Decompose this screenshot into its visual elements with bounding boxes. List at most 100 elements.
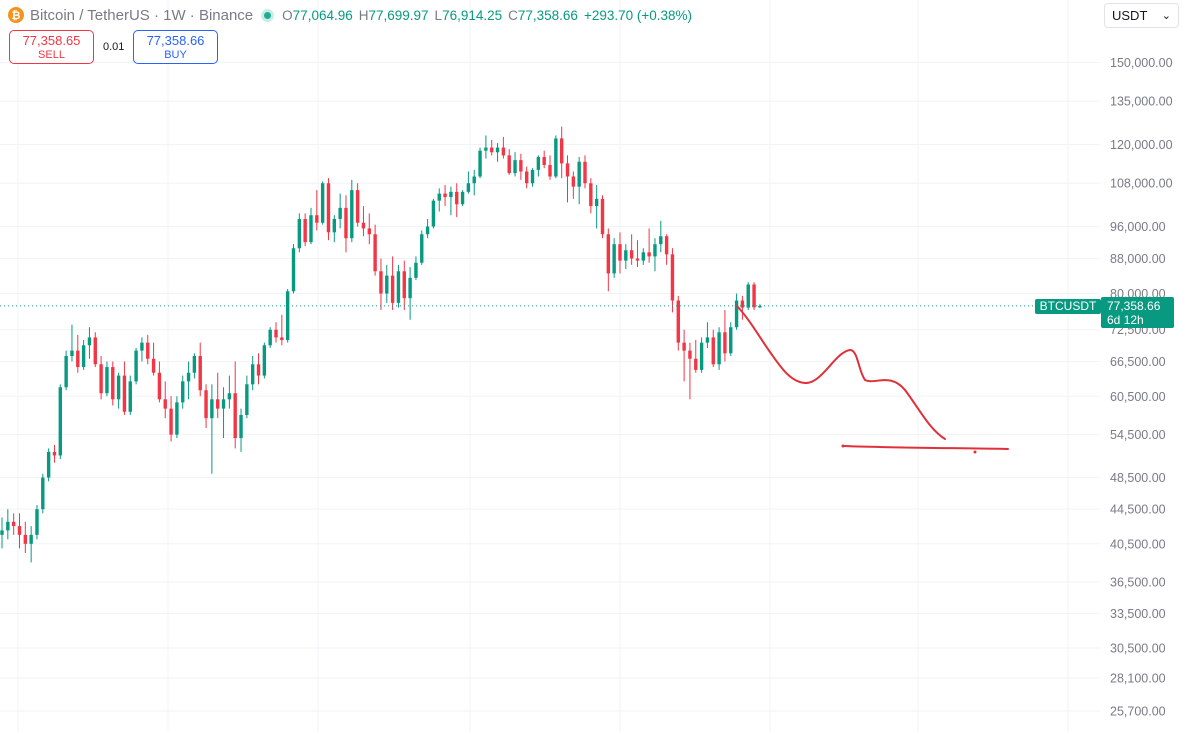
- candle-body[interactable]: [688, 350, 692, 359]
- candle-body[interactable]: [431, 200, 436, 227]
- candle-body[interactable]: [635, 258, 640, 261]
- candle-body[interactable]: [659, 236, 663, 245]
- candle-body[interactable]: [175, 402, 179, 435]
- candle-body[interactable]: [6, 521, 10, 531]
- candle-body[interactable]: [256, 364, 261, 376]
- candle-body[interactable]: [653, 244, 657, 257]
- candle-body[interactable]: [250, 364, 255, 385]
- candle-body[interactable]: [35, 509, 39, 535]
- candle-body[interactable]: [460, 191, 465, 205]
- candle-series[interactable]: [0, 126, 762, 563]
- candle-body[interactable]: [309, 215, 313, 243]
- candle-body[interactable]: [390, 275, 395, 303]
- candle-body[interactable]: [17, 526, 22, 535]
- candle-body[interactable]: [676, 300, 680, 343]
- candle-body[interactable]: [583, 161, 587, 184]
- candle-body[interactable]: [694, 358, 698, 370]
- candle-body[interactable]: [758, 305, 762, 308]
- candle-body[interactable]: [449, 191, 453, 198]
- candle-body[interactable]: [752, 284, 756, 308]
- candle-body[interactable]: [513, 160, 517, 174]
- candle-body[interactable]: [443, 193, 447, 198]
- candle-body[interactable]: [361, 222, 366, 229]
- candle-body[interactable]: [274, 329, 278, 338]
- price-axis[interactable]: 150,000.00 135,000.00 120,000.00 108,000.00…: [1110, 56, 1173, 719]
- support-line-anchor[interactable]: [841, 444, 845, 448]
- candle-body[interactable]: [367, 228, 371, 235]
- candle-body[interactable]: [76, 350, 80, 368]
- candle-body[interactable]: [472, 176, 476, 184]
- candle-body[interactable]: [122, 375, 127, 412]
- candle-body[interactable]: [181, 381, 185, 403]
- candle-body[interactable]: [618, 244, 622, 261]
- candle-body[interactable]: [210, 399, 214, 419]
- candle-body[interactable]: [87, 337, 92, 346]
- candle-body[interactable]: [717, 332, 721, 365]
- symbol-title[interactable]: Bitcoin / TetherUS · 1W · Binance: [30, 6, 254, 24]
- candle-body[interactable]: [29, 534, 33, 544]
- candle-body[interactable]: [612, 244, 616, 274]
- candle-body[interactable]: [507, 155, 511, 174]
- candle-body[interactable]: [565, 163, 570, 177]
- candle-body[interactable]: [204, 390, 208, 419]
- candle-body[interactable]: [455, 191, 459, 205]
- candle-body[interactable]: [23, 534, 28, 544]
- candle-body[interactable]: [589, 183, 593, 207]
- candle-body[interactable]: [46, 451, 51, 478]
- candle-body[interactable]: [519, 160, 523, 172]
- candle-body[interactable]: [146, 342, 150, 359]
- currency-select[interactable]: USDT ⌄: [1104, 3, 1179, 28]
- candle-body[interactable]: [437, 193, 441, 201]
- candle-body[interactable]: [559, 138, 564, 164]
- candle-body[interactable]: [629, 250, 634, 259]
- candle-body[interactable]: [128, 381, 132, 412]
- candle-body[interactable]: [350, 190, 354, 239]
- candle-body[interactable]: [396, 271, 401, 303]
- candle-body[interactable]: [647, 252, 651, 257]
- candle-body[interactable]: [542, 156, 546, 165]
- candle-body[interactable]: [606, 234, 611, 274]
- candle-body[interactable]: [408, 277, 412, 299]
- candle-body[interactable]: [746, 284, 750, 308]
- candle-body[interactable]: [705, 337, 710, 343]
- candle-body[interactable]: [11, 521, 16, 527]
- candle-body[interactable]: [414, 262, 418, 278]
- candle-body[interactable]: [699, 342, 704, 370]
- candle-body[interactable]: [81, 345, 86, 368]
- candle-body[interactable]: [355, 190, 360, 223]
- candle-body[interactable]: [711, 337, 715, 365]
- candle-body[interactable]: [525, 171, 529, 184]
- candle-body[interactable]: [723, 332, 727, 354]
- candle-body[interactable]: [64, 356, 68, 388]
- candle-body[interactable]: [93, 337, 97, 365]
- candle-body[interactable]: [466, 183, 471, 192]
- candle-body[interactable]: [198, 356, 202, 391]
- candle-body[interactable]: [729, 327, 733, 354]
- candle-body[interactable]: [332, 218, 337, 233]
- candle-body[interactable]: [105, 367, 109, 394]
- candle-body[interactable]: [338, 207, 342, 219]
- candle-body[interactable]: [315, 215, 319, 223]
- candle-body[interactable]: [600, 198, 605, 235]
- candle-body[interactable]: [297, 218, 302, 249]
- candle-body[interactable]: [291, 248, 296, 292]
- candle-body[interactable]: [52, 451, 57, 456]
- candle-body[interactable]: [268, 329, 272, 346]
- candle-body[interactable]: [554, 138, 558, 177]
- candle-body[interactable]: [326, 183, 331, 233]
- candle-body[interactable]: [594, 198, 599, 207]
- buy-button[interactable]: 77,358.66 BUY: [133, 30, 218, 64]
- candle-body[interactable]: [151, 358, 156, 373]
- candle-body[interactable]: [303, 218, 307, 243]
- candle-body[interactable]: [111, 367, 115, 400]
- candle-body[interactable]: [495, 147, 500, 153]
- sell-button[interactable]: 77,358.65 SELL: [9, 30, 94, 64]
- candle-body[interactable]: [140, 342, 144, 351]
- candle-body[interactable]: [402, 271, 406, 299]
- support-line-drawing[interactable]: [842, 445, 1009, 450]
- candle-body[interactable]: [670, 254, 675, 301]
- candle-body[interactable]: [216, 399, 220, 409]
- candle-body[interactable]: [262, 345, 267, 376]
- candle-body[interactable]: [58, 387, 62, 456]
